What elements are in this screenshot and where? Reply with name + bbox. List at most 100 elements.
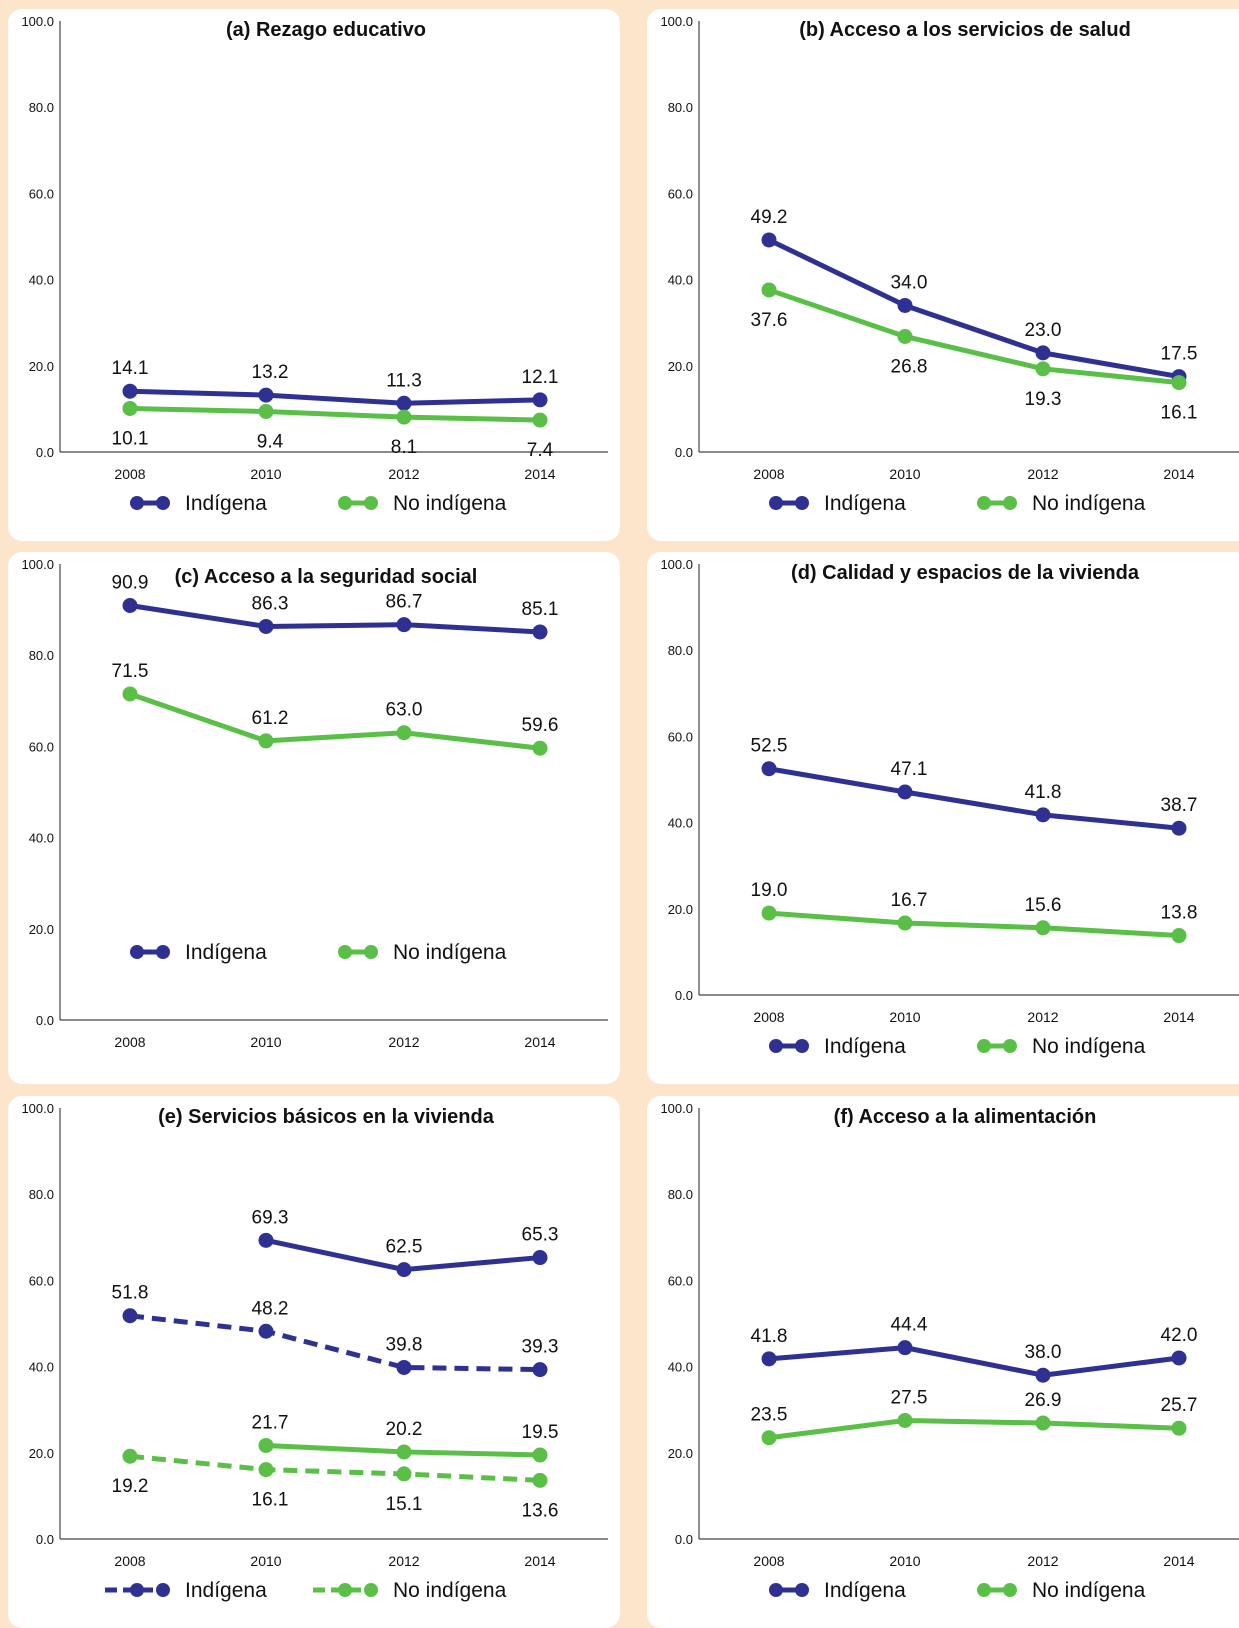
- data-point: [761, 1351, 777, 1367]
- y-tick-label: 40.0: [29, 1360, 54, 1375]
- data-point: [258, 733, 274, 749]
- chart-title: (f) Acceso a la alimentación: [834, 1106, 1097, 1128]
- y-tick-label: 20.0: [668, 1446, 693, 1461]
- data-point: [761, 282, 777, 298]
- chart-panel-f: (f) Acceso a la alimentación 100.0 80.0 60.…: [647, 1096, 1239, 1628]
- series-line: [129, 1313, 541, 1373]
- data-point: [1035, 1415, 1051, 1431]
- legend-label: No indígena: [393, 941, 507, 964]
- x-tick-label: 2014: [524, 466, 555, 482]
- data-label: 19.2: [112, 1476, 149, 1497]
- data-label: 15.6: [1025, 895, 1062, 916]
- chart-svg: (f) Acceso a la alimentación 100.0 80.0 60.…: [660, 1101, 1239, 1602]
- data-label: 23.5: [751, 1405, 788, 1426]
- y-tick-label: 40.0: [29, 831, 54, 846]
- x-tick-label: 2012: [388, 1034, 419, 1050]
- data-point: [897, 784, 913, 800]
- chart-panel-c: (c) Acceso a la seguridad social 100.0 80.…: [8, 552, 620, 1084]
- data-label: 51.8: [112, 1283, 149, 1304]
- legend-label: No indígena: [1032, 1579, 1146, 1602]
- y-tick-label: 0.0: [675, 1532, 693, 1547]
- chart-svg: (b) Acceso a los servicios de salud 100.0…: [660, 14, 1239, 515]
- data-label: 17.5: [1161, 344, 1198, 365]
- data-label: 44.4: [891, 1315, 928, 1336]
- legend-label: No indígena: [393, 1579, 507, 1602]
- chart-panel-d: (d) Calidad y espacios de la vivienda 100…: [647, 552, 1239, 1084]
- data-label: 65.3: [522, 1225, 559, 1246]
- legend-label: Indígena: [824, 1579, 906, 1602]
- legend-swatch-dot: [1003, 496, 1017, 510]
- x-tick-label: 2010: [250, 466, 281, 482]
- series-line: [129, 388, 541, 406]
- data-label: 52.5: [751, 736, 788, 757]
- data-label: 62.5: [386, 1237, 423, 1258]
- data-point: [396, 409, 412, 425]
- series-line: [768, 1417, 1180, 1441]
- legend-swatch-dot: [156, 1583, 170, 1597]
- data-label: 15.1: [386, 1494, 423, 1515]
- data-point: [258, 403, 274, 419]
- legend-swatch-dot: [795, 1583, 809, 1597]
- data-label: 37.6: [751, 310, 788, 331]
- y-tick-label: 80.0: [668, 643, 693, 658]
- y-tick-label: 60.0: [668, 729, 693, 744]
- data-point: [122, 686, 138, 702]
- data-label: 19.5: [522, 1422, 559, 1443]
- legend-swatch-dot: [338, 945, 352, 959]
- data-point: [1171, 928, 1187, 944]
- data-label: 41.8: [751, 1326, 788, 1347]
- data-point: [396, 1262, 412, 1278]
- data-point: [761, 232, 777, 248]
- legend-label: Indígena: [824, 492, 906, 515]
- x-tick-label: 2010: [889, 1009, 920, 1025]
- legend-label: Indígena: [185, 1579, 267, 1602]
- legend-swatch-dot: [364, 496, 378, 510]
- legend-label: No indígena: [1032, 1035, 1146, 1058]
- legend-swatch-dot: [795, 496, 809, 510]
- data-point: [761, 1430, 777, 1446]
- data-point: [532, 1250, 548, 1266]
- data-label: 86.3: [252, 593, 289, 614]
- data-label: 16.7: [891, 890, 928, 911]
- data-label: 7.4: [527, 440, 554, 461]
- data-point: [258, 1462, 274, 1478]
- data-label: 9.4: [257, 431, 284, 452]
- legend-swatch-dot: [130, 496, 144, 510]
- data-point: [532, 740, 548, 756]
- x-tick-label: 2010: [250, 1034, 281, 1050]
- data-point: [1035, 345, 1051, 361]
- x-tick-label: 2012: [1027, 466, 1058, 482]
- data-point: [396, 1466, 412, 1482]
- series-line: [767, 237, 1180, 380]
- series-line: [768, 910, 1180, 939]
- y-tick-label: 60.0: [29, 186, 54, 201]
- y-tick-label: 60.0: [29, 1273, 54, 1288]
- data-point: [1171, 820, 1187, 836]
- data-label: 63.0: [386, 700, 423, 721]
- data-point: [258, 387, 274, 403]
- legend-swatch-dot: [130, 1583, 144, 1597]
- data-label: 90.9: [112, 572, 149, 593]
- data-point: [258, 1437, 274, 1453]
- y-tick-label: 100.0: [21, 14, 54, 29]
- series-line: [129, 1453, 541, 1483]
- data-point: [396, 1359, 412, 1375]
- data-point: [122, 383, 138, 399]
- data-point: [897, 297, 913, 313]
- legend-swatch-dot: [364, 1583, 378, 1597]
- y-tick-label: 40.0: [668, 816, 693, 831]
- y-tick-label: 20.0: [29, 1446, 54, 1461]
- data-label: 14.1: [112, 358, 149, 379]
- x-tick-label: 2014: [1163, 1553, 1194, 1569]
- chart-panel-e: (e) Servicios básicos en la vivienda 100.…: [8, 1096, 620, 1628]
- data-label: 34.0: [891, 272, 928, 293]
- data-point: [761, 905, 777, 921]
- legend-swatch-dot: [156, 945, 170, 959]
- data-label: 23.0: [1025, 320, 1062, 341]
- y-tick-label: 100.0: [660, 557, 693, 572]
- data-label: 49.2: [751, 207, 788, 228]
- data-point: [532, 624, 548, 640]
- y-tick-label: 80.0: [668, 1187, 693, 1202]
- data-label: 12.1: [522, 367, 559, 388]
- x-tick-label: 2008: [753, 1553, 784, 1569]
